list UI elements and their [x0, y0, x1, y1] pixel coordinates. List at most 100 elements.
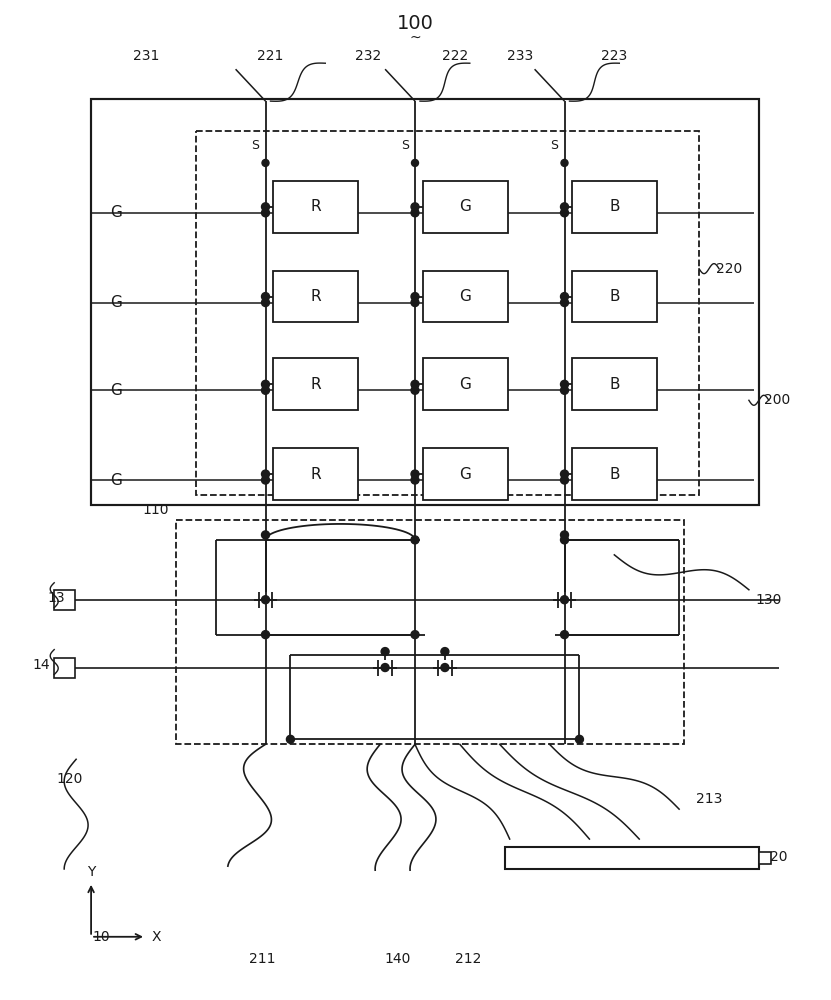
- Circle shape: [262, 596, 269, 604]
- Circle shape: [262, 631, 269, 639]
- Text: R: R: [310, 377, 321, 392]
- Circle shape: [287, 735, 294, 743]
- Circle shape: [561, 299, 568, 307]
- Text: 20: 20: [770, 850, 788, 864]
- Circle shape: [561, 386, 568, 394]
- Text: S: S: [550, 139, 558, 152]
- Text: 222: 222: [442, 49, 468, 63]
- Circle shape: [561, 536, 568, 544]
- Circle shape: [411, 536, 419, 544]
- Circle shape: [262, 299, 269, 307]
- Circle shape: [411, 209, 419, 217]
- Circle shape: [262, 293, 269, 301]
- Bar: [273, 358, 358, 410]
- Text: G: G: [459, 289, 471, 304]
- Text: 220: 220: [715, 262, 742, 276]
- Circle shape: [561, 159, 568, 166]
- Bar: [423, 271, 508, 322]
- Text: G: G: [110, 383, 122, 398]
- Circle shape: [561, 470, 568, 478]
- Text: 231: 231: [133, 49, 159, 63]
- Circle shape: [561, 209, 568, 217]
- Circle shape: [411, 203, 419, 211]
- Bar: [573, 271, 657, 322]
- Text: G: G: [110, 205, 122, 220]
- Bar: [91, 99, 759, 505]
- Text: 200: 200: [764, 393, 790, 407]
- Bar: [423, 181, 508, 233]
- Circle shape: [411, 293, 419, 301]
- Text: R: R: [310, 289, 321, 304]
- Text: R: R: [310, 467, 321, 482]
- Circle shape: [262, 209, 269, 217]
- Text: 14: 14: [32, 658, 50, 672]
- Text: G: G: [459, 377, 471, 392]
- Text: 221: 221: [258, 49, 283, 63]
- Text: B: B: [609, 289, 620, 304]
- Circle shape: [411, 299, 419, 307]
- Circle shape: [262, 470, 269, 478]
- Circle shape: [561, 531, 568, 539]
- Circle shape: [441, 648, 449, 656]
- Text: X: X: [151, 930, 160, 944]
- Bar: [423, 448, 508, 500]
- Text: 120: 120: [56, 772, 82, 786]
- Text: R: R: [310, 199, 321, 214]
- Text: 13: 13: [47, 591, 65, 605]
- Text: B: B: [609, 377, 620, 392]
- Text: G: G: [110, 473, 122, 488]
- Text: 140: 140: [385, 952, 411, 966]
- Circle shape: [262, 159, 269, 166]
- Circle shape: [561, 380, 568, 388]
- Circle shape: [411, 386, 419, 394]
- Circle shape: [411, 470, 419, 478]
- Bar: [573, 181, 657, 233]
- Circle shape: [381, 648, 389, 656]
- Bar: [196, 131, 699, 495]
- Bar: [504, 847, 759, 869]
- Bar: [54, 590, 75, 610]
- Text: 100: 100: [396, 14, 434, 33]
- Circle shape: [262, 380, 269, 388]
- Text: 110: 110: [143, 503, 170, 517]
- Text: B: B: [609, 199, 620, 214]
- Text: S: S: [252, 139, 259, 152]
- Bar: [273, 181, 358, 233]
- Circle shape: [411, 380, 419, 388]
- Circle shape: [262, 476, 269, 484]
- Circle shape: [561, 631, 568, 639]
- Text: ~: ~: [409, 30, 420, 44]
- Bar: [423, 358, 508, 410]
- Bar: [573, 448, 657, 500]
- Circle shape: [262, 531, 269, 539]
- Circle shape: [262, 203, 269, 211]
- Text: 223: 223: [601, 49, 627, 63]
- Bar: [273, 271, 358, 322]
- Bar: [91, 99, 759, 505]
- Text: 10: 10: [92, 930, 110, 944]
- Text: 233: 233: [507, 49, 533, 63]
- Circle shape: [561, 293, 568, 301]
- Text: B: B: [609, 467, 620, 482]
- Circle shape: [561, 596, 568, 604]
- Circle shape: [411, 476, 419, 484]
- Text: 232: 232: [355, 49, 381, 63]
- Circle shape: [262, 386, 269, 394]
- Circle shape: [561, 476, 568, 484]
- Circle shape: [381, 664, 389, 672]
- Circle shape: [411, 159, 419, 166]
- Text: Y: Y: [87, 865, 96, 879]
- Text: G: G: [459, 199, 471, 214]
- Bar: [176, 520, 684, 744]
- Bar: [573, 358, 657, 410]
- Bar: [273, 448, 358, 500]
- Text: 212: 212: [455, 952, 481, 966]
- Circle shape: [441, 664, 449, 672]
- Text: S: S: [401, 139, 409, 152]
- Bar: [759, 852, 771, 864]
- Circle shape: [411, 631, 419, 639]
- Text: 211: 211: [249, 952, 276, 966]
- Circle shape: [561, 203, 568, 211]
- Bar: [54, 658, 75, 678]
- Circle shape: [575, 735, 583, 743]
